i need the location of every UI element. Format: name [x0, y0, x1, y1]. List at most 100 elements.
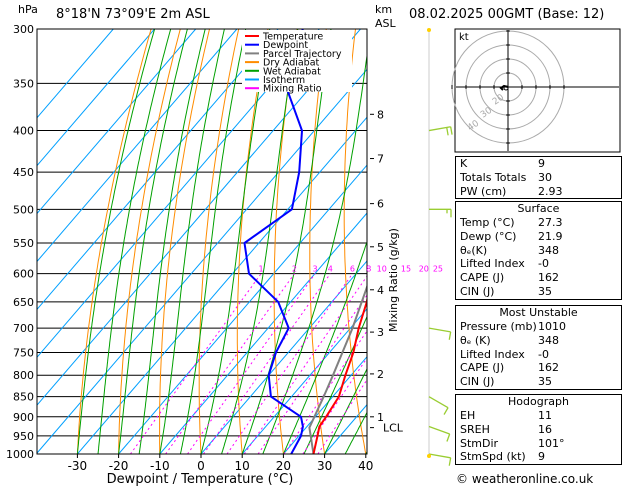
dry-adiabat-line — [118, 29, 181, 454]
mu-row: Lifted Index -0 — [456, 348, 621, 362]
mu-label: θₑ (K) — [460, 333, 491, 347]
parcel-trajectory-line — [308, 284, 367, 454]
mixing-ratio-line — [187, 273, 316, 454]
mixing-ratio-line — [257, 294, 367, 454]
index-label: PW (cm) — [460, 184, 507, 198]
index-value: 9 — [538, 157, 545, 170]
x-tick-label: 20 — [276, 459, 291, 473]
wet-adiabat-line — [200, 29, 271, 454]
km-tick-label: 8 — [377, 108, 384, 121]
hodo-label: EH — [460, 409, 476, 422]
wet-adiabats — [76, 29, 367, 454]
dry-adiabat-line — [343, 29, 367, 454]
hodo-row: EH 11 — [456, 409, 621, 423]
pressure-tick-label: 700 — [13, 322, 34, 335]
wet-adiabat-line — [221, 29, 299, 454]
hodo-row: StmDir 101° — [456, 437, 621, 451]
surface-value: 348 — [538, 243, 559, 257]
wet-adiabat-line — [241, 29, 332, 454]
legend-box — [242, 30, 352, 92]
x-tick-label: 30 — [317, 459, 332, 473]
mixing-ratio-label: 25 — [433, 265, 443, 274]
mixing-ratio-line — [283, 330, 367, 454]
wind-barb-flag — [450, 126, 453, 135]
mixing-ratio-line — [317, 378, 367, 454]
wet-adiabat-line — [76, 29, 156, 454]
wind-barb-flag — [443, 407, 449, 415]
mixing-ratio-label: 10 — [377, 265, 387, 274]
pressure-tick-label: 750 — [13, 346, 34, 359]
pressure-tick-label: 850 — [13, 391, 34, 404]
km-tick-label: 6 — [377, 198, 384, 211]
pressure-tick-label: 1000 — [6, 448, 34, 461]
top-barb-marker — [427, 28, 431, 32]
mu-label: Lifted Index — [460, 347, 525, 361]
surface-row: CIN (J) 35 — [456, 285, 621, 299]
mu-value: -0 — [538, 347, 549, 361]
mu-row: CAPE (J) 162 — [456, 361, 621, 375]
legend-label: Wet Adiabat — [263, 66, 321, 77]
dry-adiabat-line — [159, 29, 211, 454]
wind-barb-staff — [428, 327, 451, 333]
mu-value: 162 — [538, 361, 559, 375]
x-tick-label: -10 — [150, 459, 170, 473]
mu-row: θₑ (K) 348 — [456, 334, 621, 348]
x-tick-label: -20 — [109, 459, 129, 473]
index-value: 2.93 — [538, 184, 563, 198]
mu-label: CAPE (J) — [460, 361, 505, 375]
mixing-ratio-line — [129, 273, 262, 454]
mixing-ratio-lines — [129, 273, 367, 454]
mixing-ratio-label: 1 — [259, 265, 264, 274]
dry-adiabat-line — [236, 29, 269, 454]
mixing-ratio-label: 8 — [366, 265, 371, 274]
mixing-ratio-label: 20 — [419, 265, 429, 274]
km-axis: 1 2 3 4 5 6 7 8 LCL — [370, 108, 404, 435]
km-label: km — [375, 3, 393, 16]
hodograph-table-title: Hodograph — [508, 395, 569, 408]
isotherm-line — [118, 164, 367, 454]
surface-value: 35 — [538, 284, 552, 298]
mu-label: CIN (J) — [460, 375, 495, 389]
mixing-ratio-label: 15 — [401, 265, 411, 274]
isotherm-line — [37, 29, 114, 119]
surface-label: CAPE (J) — [460, 271, 505, 285]
mixing-ratio-line — [165, 273, 295, 454]
isotherm-line — [37, 29, 279, 311]
pressure-tick-label: 350 — [13, 77, 34, 90]
x-tick-label: -30 — [68, 459, 88, 473]
surface-value: 21.9 — [538, 229, 563, 243]
hodo-value: 16 — [538, 422, 552, 436]
lcl-label: LCL — [383, 422, 404, 435]
surface-label: CIN (J) — [460, 284, 495, 298]
asl-label: ASL — [375, 17, 396, 30]
x-tick-label: 0 — [197, 459, 205, 473]
mixing-ratio-line — [243, 275, 367, 454]
mu-value: 1010 — [538, 320, 566, 333]
most-unstable-title: Most Unstable — [499, 306, 578, 319]
pressure-tick-label: 650 — [13, 296, 34, 309]
legend-label: Dry Adiabat — [263, 58, 320, 69]
wet-adiabat-line — [118, 29, 188, 454]
hodograph-panel — [454, 28, 621, 153]
index-label: Totals Totals — [460, 170, 527, 184]
pressure-tick-label: 600 — [13, 268, 34, 281]
hodo-label: SREH — [460, 422, 490, 436]
hodo-row: StmSpd (kt) 9 — [456, 450, 621, 464]
copyright-text: © weatheronline.co.uk — [456, 472, 594, 486]
wet-adiabat-line — [159, 29, 225, 454]
pressure-tick-label: 300 — [13, 23, 34, 36]
wet-adiabat-line — [282, 240, 367, 454]
dry-adiabat-line — [198, 29, 240, 454]
surface-row: CAPE (J) 162 — [456, 271, 621, 285]
isotherm-line — [37, 29, 197, 215]
mixing-ratio-axis-title: Mixing Ratio (g/kg) — [387, 228, 400, 332]
mu-row: Pressure (mb) 1010 — [456, 320, 621, 334]
pressure-tick-label: 900 — [13, 411, 34, 424]
pressure-axis: 300 350 400 450 500 550 600 650 700 750 800 850 900 9… — [6, 23, 34, 461]
mu-value: 348 — [538, 333, 559, 347]
pressure-tick-label: 450 — [13, 166, 34, 179]
wind-barbs — [427, 28, 453, 466]
